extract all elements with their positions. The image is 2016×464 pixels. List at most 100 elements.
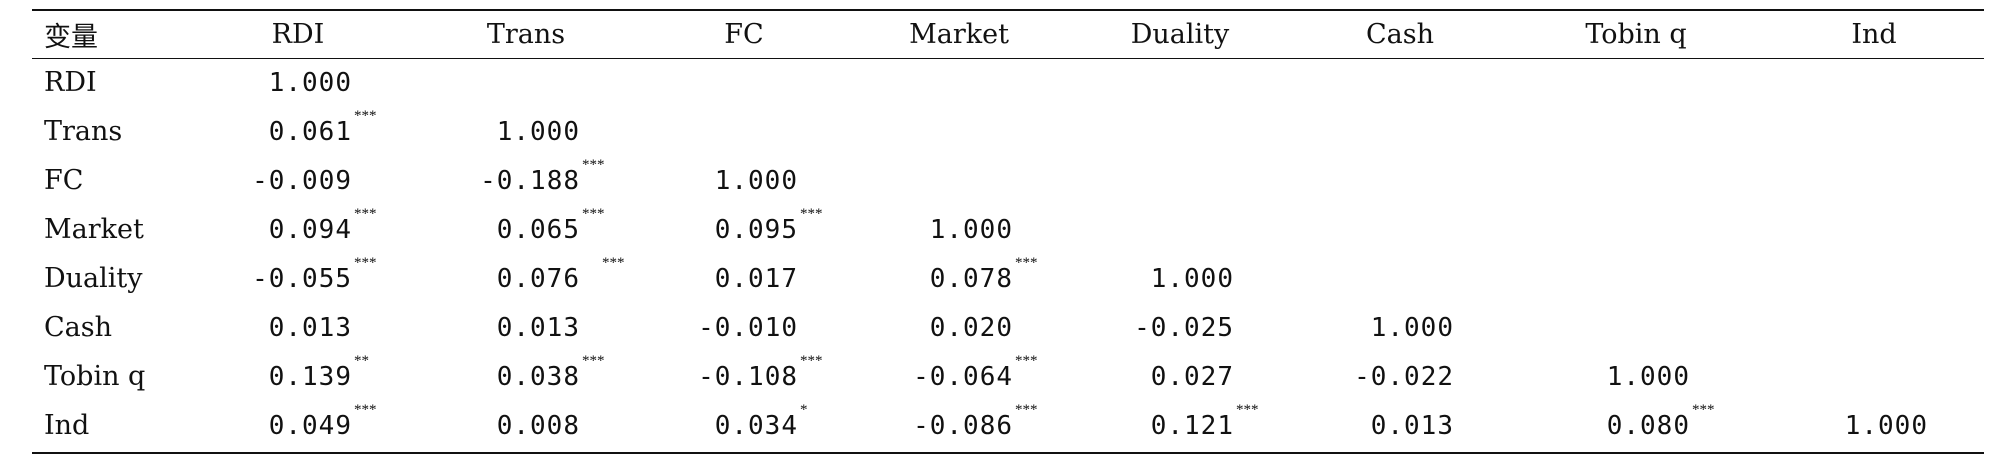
- table-cell: 1.000: [182, 58, 414, 107]
- table-cell: 0.038 ***: [414, 352, 638, 401]
- column-header-rdi: RDI: [271, 18, 325, 50]
- table-cell: 0.094 ***: [182, 205, 414, 254]
- table-cell: 0.008: [414, 401, 638, 450]
- coefficient-value: 0.034: [714, 410, 798, 441]
- table-cell: 0.061 ***: [182, 107, 414, 156]
- significance-stars: ***: [1692, 401, 1715, 418]
- significance-stars: ***: [1015, 254, 1038, 271]
- table-cell: [850, 107, 1068, 156]
- table-bottom-rule: [32, 452, 1984, 454]
- coefficient-value: -0.009: [252, 165, 352, 196]
- table-cell: [1764, 352, 1984, 401]
- row-label: Ind: [44, 410, 90, 441]
- coefficient-value: 0.061: [268, 116, 352, 147]
- table-cell: -0.022: [1292, 352, 1508, 401]
- table-cell: [850, 156, 1068, 205]
- table-cell: [638, 107, 850, 156]
- coefficient-value: -0.025: [1134, 312, 1234, 343]
- table-cell: [1764, 205, 1984, 254]
- significance-stars: ***: [582, 156, 605, 173]
- table-cell: 0.013: [414, 303, 638, 352]
- coefficient-value: 0.049: [268, 410, 352, 441]
- table-row: Tobin q 0.139 ** 0.038 *** -0.108 *** -0.064 ***…: [32, 352, 1984, 401]
- table-cell: -0.188 ***: [414, 156, 638, 205]
- table-cell: [638, 58, 850, 107]
- table-cell: 0.095 ***: [638, 205, 850, 254]
- table-cell: [1292, 254, 1508, 303]
- coefficient-value: 0.008: [496, 410, 580, 441]
- table-cell: 0.121 ***: [1068, 401, 1292, 450]
- coefficient-value: 1.000: [1606, 361, 1690, 392]
- table-row: Cash 0.013 0.013 -0.010 0.020 -0.025 1.000: [32, 303, 1984, 352]
- table-cell: [1764, 107, 1984, 156]
- coefficient-value: 0.078: [929, 263, 1013, 294]
- table-header-rule: [32, 58, 1984, 59]
- coefficient-value: 1.000: [496, 116, 580, 147]
- significance-stars: ***: [1015, 401, 1038, 418]
- coefficient-value: -0.055: [252, 263, 352, 294]
- significance-stars: ***: [354, 205, 377, 222]
- coefficient-value: 0.094: [268, 214, 352, 245]
- table-cell: 0.020: [850, 303, 1068, 352]
- table-cell: 0.013: [182, 303, 414, 352]
- table-cell: 0.027: [1068, 352, 1292, 401]
- significance-stars: ***: [1015, 352, 1038, 369]
- row-label: Trans: [44, 116, 123, 147]
- coefficient-value: -0.086: [913, 410, 1013, 441]
- significance-stars: ***: [582, 205, 605, 222]
- table-cell: 0.065 ***: [414, 205, 638, 254]
- table-row: Market 0.094 *** 0.065 *** 0.095 *** 1.000: [32, 205, 1984, 254]
- table-cell: 0.139 **: [182, 352, 414, 401]
- column-header-duality: Duality: [1130, 18, 1230, 50]
- coefficient-value: 1.000: [1844, 410, 1928, 441]
- significance-stars: ***: [1236, 401, 1259, 418]
- coefficient-value: 0.013: [1370, 410, 1454, 441]
- significance-stars: ***: [354, 254, 377, 271]
- row-label: FC: [44, 165, 84, 196]
- table-cell: [1764, 254, 1984, 303]
- significance-stars: ***: [800, 205, 823, 222]
- table-cell: [414, 58, 638, 107]
- table-cell: [1764, 156, 1984, 205]
- table-cell: [1764, 58, 1984, 107]
- coefficient-value: 0.121: [1150, 410, 1234, 441]
- table-cell: [1508, 254, 1764, 303]
- table-cell: -0.010: [638, 303, 850, 352]
- coefficient-value: -0.010: [698, 312, 798, 343]
- table-cell: [1508, 156, 1764, 205]
- column-header-cash: Cash: [1365, 18, 1434, 50]
- coefficient-value: 1.000: [1150, 263, 1234, 294]
- table-cell: [1508, 303, 1764, 352]
- table-cell: 1.000: [414, 107, 638, 156]
- table-cell: 0.076 ***: [414, 254, 638, 303]
- coefficient-value: 0.017: [714, 263, 798, 294]
- table-cell: 0.080 ***: [1508, 401, 1764, 450]
- table-cell: [1292, 205, 1508, 254]
- row-label: Duality: [44, 263, 143, 294]
- table-cell: [1292, 156, 1508, 205]
- table-cell: 0.078 ***: [850, 254, 1068, 303]
- table-cell: 0.017: [638, 254, 850, 303]
- table-cell: -0.009: [182, 156, 414, 205]
- table-cell: [850, 58, 1068, 107]
- coefficient-value: 0.080: [1606, 410, 1690, 441]
- column-header-variable: 变量: [44, 21, 98, 53]
- coefficient-value: 0.020: [929, 312, 1013, 343]
- table-body: RDI 1.000 Trans 0.061 *** 1.000 FC -0.009 -0.188…: [32, 58, 1984, 450]
- coefficient-value: 1.000: [929, 214, 1013, 245]
- row-label: RDI: [44, 67, 97, 98]
- table-cell: [1508, 58, 1764, 107]
- table-cell: [1292, 58, 1508, 107]
- coefficient-value: 0.013: [268, 312, 352, 343]
- column-header-market: Market: [909, 18, 1009, 50]
- coefficient-value: -0.108: [698, 361, 798, 392]
- table-cell: 0.034 *: [638, 401, 850, 450]
- table-row: FC -0.009 -0.188 *** 1.000: [32, 156, 1984, 205]
- coefficient-value: 0.027: [1150, 361, 1234, 392]
- column-header-ind: Ind: [1851, 18, 1897, 50]
- coefficient-value: 0.013: [496, 312, 580, 343]
- significance-stars: **: [354, 352, 369, 369]
- column-header-trans: Trans: [486, 18, 566, 50]
- column-header-fc: FC: [724, 18, 764, 50]
- row-label: Market: [44, 214, 144, 245]
